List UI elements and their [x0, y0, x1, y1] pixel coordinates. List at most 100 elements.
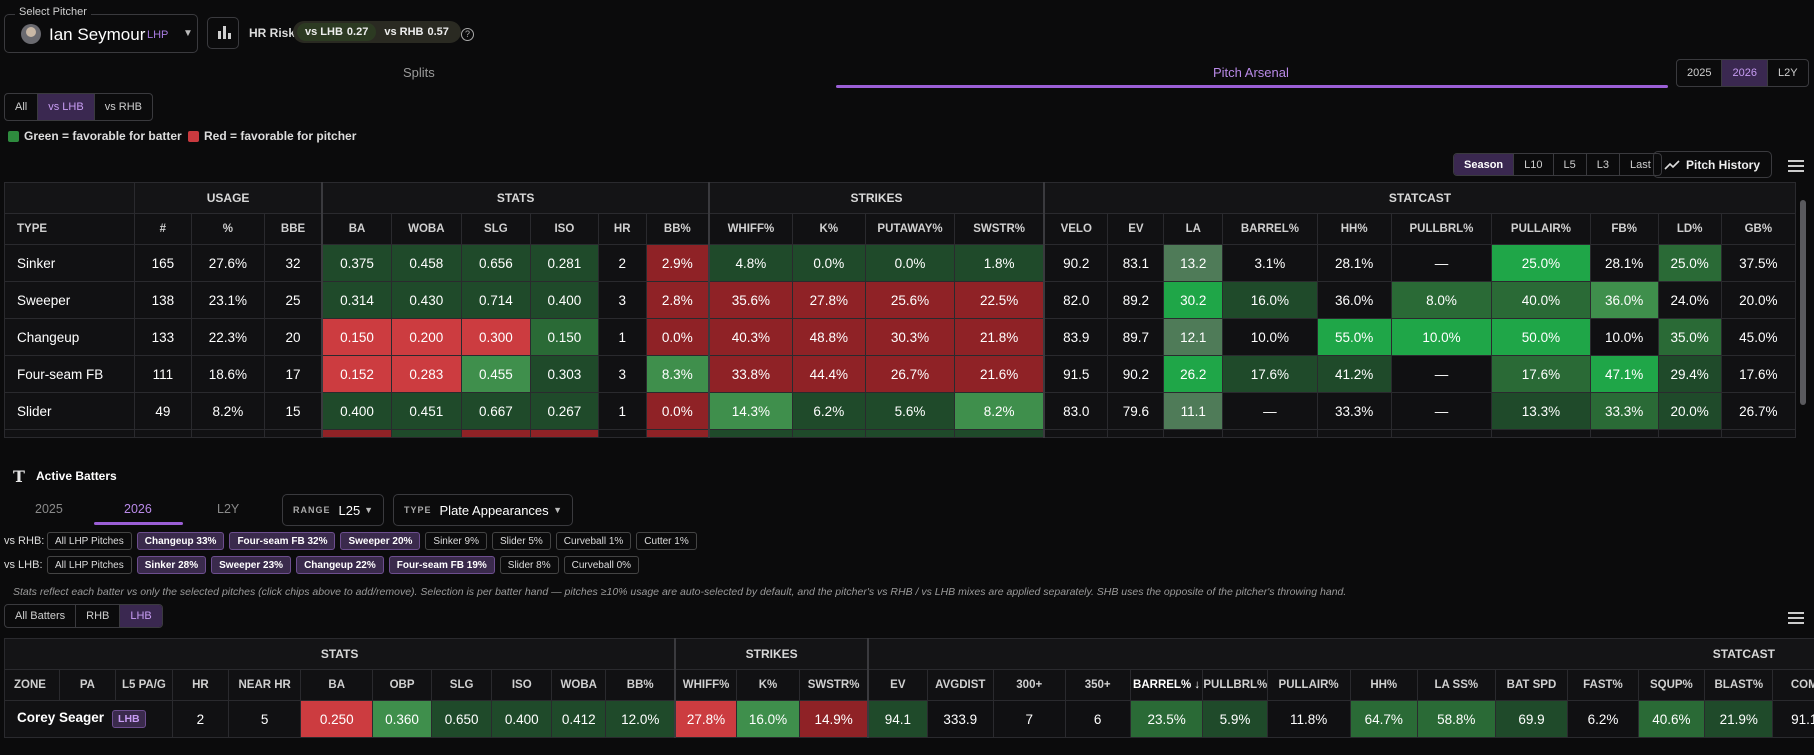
batters-year-2025[interactable]: 2025: [35, 502, 63, 516]
col-iso[interactable]: ISO: [529, 213, 599, 245]
hand-all[interactable]: All: [5, 94, 39, 120]
col-avgdist[interactable]: AVGDIST: [926, 669, 994, 701]
col-whiff[interactable]: WHIFF%: [708, 213, 793, 245]
col-whiff[interactable]: WHIFF%: [674, 669, 737, 701]
bar-chart-button[interactable]: [207, 17, 239, 49]
col-velo[interactable]: VELO: [1043, 213, 1109, 245]
pitcher-select[interactable]: Select Pitcher Ian Seymour LHP ▼: [4, 6, 198, 53]
col-350[interactable]: 350+: [1064, 669, 1131, 701]
col-gb[interactable]: GB%: [1720, 213, 1797, 245]
table-row[interactable]: Changeup 133 22.3% 20 0.150 0.200 0.300 0.150 1 0…: [4, 318, 1797, 356]
pitch-chip[interactable]: Cutter 1%: [636, 532, 697, 550]
tab-splits[interactable]: Splits: [403, 65, 435, 80]
year-2025[interactable]: 2025: [1677, 60, 1723, 86]
help-icon[interactable]: ?: [461, 28, 474, 41]
table-row[interactable]: Corey Seager LHB 2 5 0.250 0.360 0.650 0.400 0.4…: [4, 700, 1814, 738]
window-last[interactable]: Last: [1630, 158, 1651, 171]
col-woba[interactable]: WOBA: [390, 213, 462, 245]
col-ld[interactable]: LD%: [1657, 213, 1722, 245]
pitch-chip[interactable]: Slider 8%: [499, 556, 559, 574]
pitch-chip[interactable]: Four-seam FB 19%: [388, 556, 495, 574]
year-l2y[interactable]: L2Y: [1777, 67, 1798, 79]
pitch-history-button[interactable]: Pitch History: [1653, 151, 1772, 178]
col-squp[interactable]: SQUP%: [1637, 669, 1706, 701]
col-fb[interactable]: FB%: [1589, 213, 1659, 245]
col-zone[interactable]: ZONE: [4, 669, 60, 701]
col-pullbrl[interactable]: PULLBRL%: [1202, 669, 1268, 701]
col-swstr[interactable]: SWSTR%: [954, 213, 1045, 245]
table-row[interactable]: Four-seam FB 111 18.6% 17 0.152 0.283 0.455 0.3…: [4, 355, 1797, 393]
col-putaway[interactable]: PUTAWAY%: [864, 213, 956, 245]
col-iso[interactable]: ISO: [491, 669, 553, 701]
col-slg[interactable]: SLG: [431, 669, 493, 701]
year-2026[interactable]: 2026: [1722, 60, 1768, 86]
col-bb[interactable]: BB%: [645, 213, 710, 245]
window-l10[interactable]: L10: [1514, 154, 1554, 175]
col-hh[interactable]: HH%: [1316, 213, 1392, 245]
filter-lhb[interactable]: LHB: [120, 605, 162, 627]
col-l5-pa-g[interactable]: L5 PA/G: [114, 669, 173, 701]
batters-year-2026[interactable]: 2026: [124, 502, 152, 516]
pitch-chip[interactable]: Slider 5%: [491, 532, 551, 550]
pitch-chip[interactable]: Sweeper 20%: [340, 532, 421, 550]
col-bat-spd[interactable]: BAT SPD: [1494, 669, 1569, 701]
col-k[interactable]: K%: [791, 213, 866, 245]
col-[interactable]: #: [133, 213, 192, 245]
table-scrollbar[interactable]: [1800, 200, 1806, 405]
col-[interactable]: %: [190, 213, 265, 245]
col-300[interactable]: 300+: [992, 669, 1066, 701]
col-barrel[interactable]: BARREL%: [1222, 213, 1318, 245]
pitch-chip[interactable]: Changeup 22%: [296, 556, 384, 574]
col-hr[interactable]: HR: [171, 669, 229, 701]
pitch-chip[interactable]: Curveball 0%: [563, 556, 640, 574]
hand-vs-rhb[interactable]: vs RHB: [104, 101, 142, 113]
pitch-chip[interactable]: Sweeper 23%: [211, 556, 292, 574]
pitch-chip[interactable]: Changeup 33%: [136, 532, 225, 550]
col-obp[interactable]: OBP: [371, 669, 433, 701]
pitch-chip[interactable]: Sinker 28%: [136, 556, 207, 574]
col-pullair[interactable]: PULLAIR%: [1266, 669, 1351, 701]
window-season[interactable]: Season: [1454, 154, 1515, 175]
column-settings-icon[interactable]: [1788, 158, 1804, 172]
col-type[interactable]: TYPE: [4, 213, 135, 245]
col-pullair[interactable]: PULLAIR%: [1491, 213, 1591, 245]
col-near-hr[interactable]: NEAR HR: [227, 669, 302, 701]
col-bbe[interactable]: BBE: [263, 213, 323, 245]
col-pullbrl[interactable]: PULLBRL%: [1390, 213, 1493, 245]
batter-column-settings-icon[interactable]: [1788, 610, 1804, 624]
filter-all-batters[interactable]: All Batters: [5, 605, 77, 627]
col-fast[interactable]: FAST%: [1567, 669, 1639, 701]
pitch-chip[interactable]: Sinker 9%: [425, 532, 487, 550]
hand-vs-lhb[interactable]: vs LHB: [38, 94, 95, 120]
batters-year-l2y[interactable]: L2Y: [217, 502, 240, 516]
table-row[interactable]: Sweeper 138 23.1% 25 0.314 0.430 0.714 0.400 3 2.…: [4, 281, 1797, 319]
pitch-chip[interactable]: All LHP Pitches: [47, 532, 132, 550]
col-ev[interactable]: EV: [1107, 213, 1165, 245]
batter-name-cell[interactable]: Corey Seager LHB: [4, 700, 173, 738]
col-slg[interactable]: SLG: [460, 213, 531, 245]
col-pa[interactable]: PA: [58, 669, 116, 701]
pitch-chip[interactable]: Curveball 1%: [555, 532, 632, 550]
col-com[interactable]: COM: [1772, 669, 1814, 701]
col-swstr[interactable]: SWSTR%: [799, 669, 869, 701]
pitch-chip[interactable]: All LHP Pitches: [47, 556, 132, 574]
col-hh[interactable]: HH%: [1349, 669, 1418, 701]
col-ba[interactable]: BA: [300, 669, 373, 701]
col-bb[interactable]: BB%: [605, 669, 676, 701]
window-l3[interactable]: L3: [1587, 154, 1620, 175]
pitch-chip[interactable]: Four-seam FB 32%: [229, 532, 336, 550]
tab-pitch-arsenal[interactable]: Pitch Arsenal: [1213, 65, 1289, 80]
col-la-ss[interactable]: LA SS%: [1416, 669, 1496, 701]
col-blast[interactable]: BLAST%: [1704, 669, 1774, 701]
col-k[interactable]: K%: [735, 669, 801, 701]
col-woba[interactable]: WOBA: [551, 669, 607, 701]
type-select[interactable]: TYPE Plate Appearances ▼: [393, 494, 573, 526]
col-ev[interactable]: EV: [867, 669, 928, 701]
col-ba[interactable]: BA: [321, 213, 392, 245]
col-la[interactable]: LA: [1163, 213, 1224, 245]
col-barrel[interactable]: BARREL% ↓: [1129, 669, 1204, 701]
range-select[interactable]: RANGE L25 ▼: [282, 494, 384, 526]
table-row[interactable]: Slider 49 8.2% 15 0.400 0.451 0.667 0.267 1 0.0% 1…: [4, 392, 1797, 430]
table-row[interactable]: Sinker 165 27.6% 32 0.375 0.458 0.656 0.281 2 2.9…: [4, 244, 1797, 282]
window-l5[interactable]: L5: [1554, 154, 1587, 175]
